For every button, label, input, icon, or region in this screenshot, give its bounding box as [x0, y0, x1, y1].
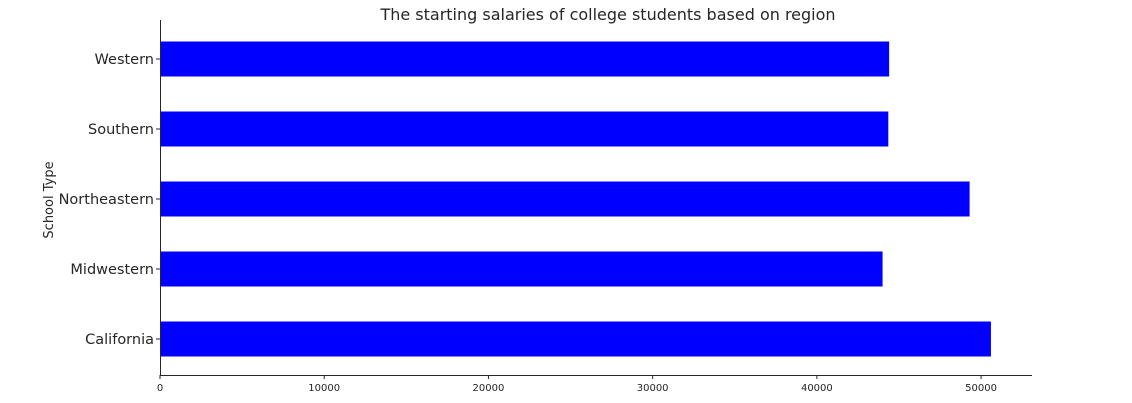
category-label-western: Western [95, 52, 154, 68]
category-label-northeastern: Northeastern [59, 192, 154, 208]
bar-midwestern [160, 251, 883, 287]
bar-southern [160, 111, 889, 147]
chart-title: The starting salaries of college student… [379, 5, 835, 24]
x-tick-label-40000: 40000 [801, 383, 833, 394]
x-tick-label-10000: 10000 [308, 383, 340, 394]
x-axis-ticks: 0 10000 20000 30000 40000 50000 [157, 375, 997, 394]
x-tick-label-20000: 20000 [473, 383, 505, 394]
x-tick-label-0: 0 [157, 383, 163, 394]
bar-northeastern [160, 181, 970, 217]
category-label-midwestern: Midwestern [70, 262, 154, 278]
category-labels: Western Southern Northeastern Midwestern Cal… [59, 52, 160, 348]
bar-california [160, 321, 991, 357]
category-label-california: California [85, 332, 154, 348]
x-tick-label-50000: 50000 [965, 383, 997, 394]
x-tick-label-30000: 30000 [637, 383, 669, 394]
category-label-southern: Southern [88, 122, 154, 138]
bar-western [160, 41, 890, 77]
bars-group [160, 41, 991, 357]
y-axis-label: School Type [42, 161, 57, 238]
